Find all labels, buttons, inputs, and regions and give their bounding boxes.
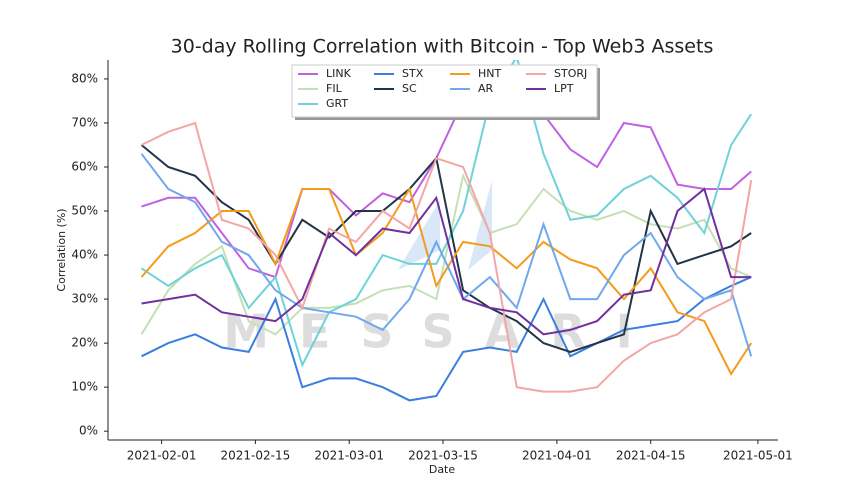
x-tick-label: 2021-04-01 xyxy=(522,449,592,463)
watermark-logo xyxy=(398,180,492,270)
legend-label: STORJ xyxy=(554,67,587,80)
legend-label: STX xyxy=(402,67,424,80)
y-tick-label: 60% xyxy=(71,159,98,173)
y-tick-label: 0% xyxy=(79,424,98,438)
legend-label: SC xyxy=(402,82,417,95)
series-line xyxy=(140,153,753,357)
y-tick-label: 40% xyxy=(71,248,98,262)
x-tick-label: 2021-04-15 xyxy=(616,449,686,463)
legend-label: FIL xyxy=(326,82,343,95)
series-line xyxy=(141,77,752,279)
plot-area xyxy=(140,60,753,402)
y-tick-label: 30% xyxy=(71,292,98,306)
legend-label: AR xyxy=(478,82,494,95)
x-tick-label: 2021-03-15 xyxy=(408,449,478,463)
series-line xyxy=(140,144,752,353)
y-tick-label: 80% xyxy=(71,71,98,85)
x-tick-label: 2021-02-01 xyxy=(127,449,197,463)
series-line xyxy=(141,121,753,393)
legend-label: LINK xyxy=(326,67,352,80)
legend-label: LPT xyxy=(554,82,574,95)
series-line xyxy=(141,276,752,402)
legend xyxy=(291,64,598,118)
y-tick-label: 20% xyxy=(71,336,98,350)
y-tick-label: 10% xyxy=(71,380,98,394)
chart-title: 30-day Rolling Correlation with Bitcoin … xyxy=(171,36,714,58)
watermark: MESSARI xyxy=(223,305,663,359)
y-axis-label: Correlation (%) xyxy=(55,208,68,291)
x-tick-label: 2021-05-01 xyxy=(723,449,793,463)
legend-label: GRT xyxy=(326,97,348,110)
y-tick-label: 70% xyxy=(71,115,98,129)
x-axis-label: Date xyxy=(429,463,456,476)
x-tick-label: 2021-03-01 xyxy=(314,449,384,463)
legend-label: HNT xyxy=(478,67,502,80)
x-tick-label: 2021-02-15 xyxy=(221,449,291,463)
series-line xyxy=(141,187,752,336)
series-line xyxy=(140,60,753,368)
y-tick-label: 50% xyxy=(71,204,98,218)
